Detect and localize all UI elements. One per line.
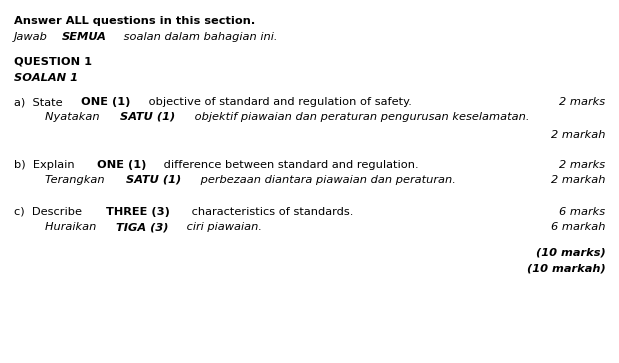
Text: SOALAN 1: SOALAN 1 <box>14 73 77 83</box>
Text: 6 markah: 6 markah <box>551 222 605 232</box>
Text: SEMUA: SEMUA <box>62 32 107 42</box>
Text: 2 markah: 2 markah <box>551 130 605 140</box>
Text: 2 marks: 2 marks <box>559 97 605 107</box>
Text: (10 marks): (10 marks) <box>535 248 605 258</box>
Text: Answer ALL questions in this section.: Answer ALL questions in this section. <box>14 16 255 26</box>
Text: characteristics of standards.: characteristics of standards. <box>188 207 354 217</box>
Text: Nyatakan: Nyatakan <box>45 112 103 122</box>
Text: 2 markah: 2 markah <box>551 175 605 185</box>
Text: QUESTION 1: QUESTION 1 <box>14 56 92 66</box>
Text: TIGA (3): TIGA (3) <box>116 222 168 232</box>
Text: objektif piawaian dan peraturan pengurusan keselamatan.: objektif piawaian dan peraturan pengurus… <box>191 112 529 122</box>
Text: SATU (1): SATU (1) <box>119 112 175 122</box>
Text: perbezaan diantara piawaian dan peraturan.: perbezaan diantara piawaian dan peratura… <box>197 175 456 185</box>
Text: objective of standard and regulation of safety.: objective of standard and regulation of … <box>145 97 412 107</box>
Text: (10 markah): (10 markah) <box>527 263 605 273</box>
Text: c)  Describe: c) Describe <box>14 207 85 217</box>
Text: Huraikan: Huraikan <box>45 222 100 232</box>
Text: THREE (3): THREE (3) <box>106 207 170 217</box>
Text: soalan dalam bahagian ini.: soalan dalam bahagian ini. <box>120 32 277 42</box>
Text: b)  Explain: b) Explain <box>14 160 78 171</box>
Text: difference between standard and regulation.: difference between standard and regulati… <box>160 160 419 171</box>
Text: ciri piawaian.: ciri piawaian. <box>183 222 262 232</box>
Text: ONE (1): ONE (1) <box>97 160 146 171</box>
Text: SATU (1): SATU (1) <box>126 175 181 185</box>
Text: Jawab: Jawab <box>14 32 51 42</box>
Text: ONE (1): ONE (1) <box>81 97 131 107</box>
Text: 6 marks: 6 marks <box>559 207 605 217</box>
Text: a)  State: a) State <box>14 97 66 107</box>
Text: 2 marks: 2 marks <box>559 160 605 171</box>
Text: Terangkan: Terangkan <box>45 175 108 185</box>
